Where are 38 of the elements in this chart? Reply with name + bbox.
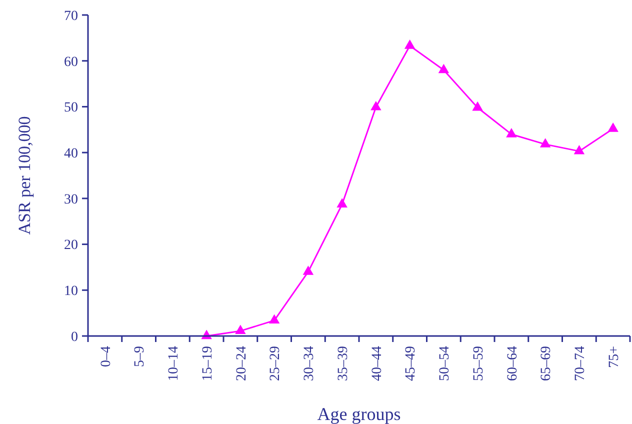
- point: [472, 101, 483, 111]
- x-tick-label: 35–39: [336, 346, 351, 381]
- point: [506, 128, 517, 138]
- point: [404, 40, 416, 49]
- y-tick-label: 20: [64, 238, 78, 254]
- point: [336, 198, 348, 208]
- x-tick-label: 65–69: [539, 346, 554, 381]
- x-tick-label: 40–44: [370, 346, 385, 381]
- x-tick-label: 20–24: [234, 346, 250, 381]
- x-tick-label: 10–14: [166, 346, 182, 381]
- x-tick-label: 50–54: [438, 346, 453, 381]
- y-tick-label: 40: [64, 146, 78, 162]
- y-tick-label: 10: [64, 284, 78, 300]
- x-tick-label: 30–34: [302, 346, 318, 381]
- x-axis-title: Age groups: [317, 404, 401, 424]
- x-tick-label: 75+: [606, 346, 622, 368]
- x-tick-label: 5–9: [132, 346, 148, 367]
- point: [370, 100, 382, 110]
- x-tick-label: 45–49: [404, 346, 419, 381]
- y-tick-label: 30: [64, 192, 78, 208]
- y-axis-title: ASR per 100,000: [15, 116, 34, 235]
- y-tick-label: 50: [64, 100, 78, 116]
- x-tick-label: 25–29: [268, 346, 284, 381]
- point: [302, 266, 314, 275]
- point: [540, 138, 551, 148]
- y-tick-label: 70: [64, 8, 78, 24]
- y-tick-label: 0: [71, 330, 78, 345]
- x-tick-label: 55–59: [471, 346, 486, 381]
- point: [574, 144, 585, 154]
- point: [608, 122, 618, 132]
- point: [268, 314, 280, 324]
- x-tick-label: 0–4: [98, 346, 114, 367]
- y-tick-label: 60: [64, 54, 78, 70]
- point: [235, 324, 246, 334]
- x-tick-label: 15–19: [200, 346, 216, 381]
- point: [438, 64, 450, 74]
- x-tick-label: 70–74: [573, 346, 588, 381]
- x-tick-label: 60–64: [505, 346, 520, 381]
